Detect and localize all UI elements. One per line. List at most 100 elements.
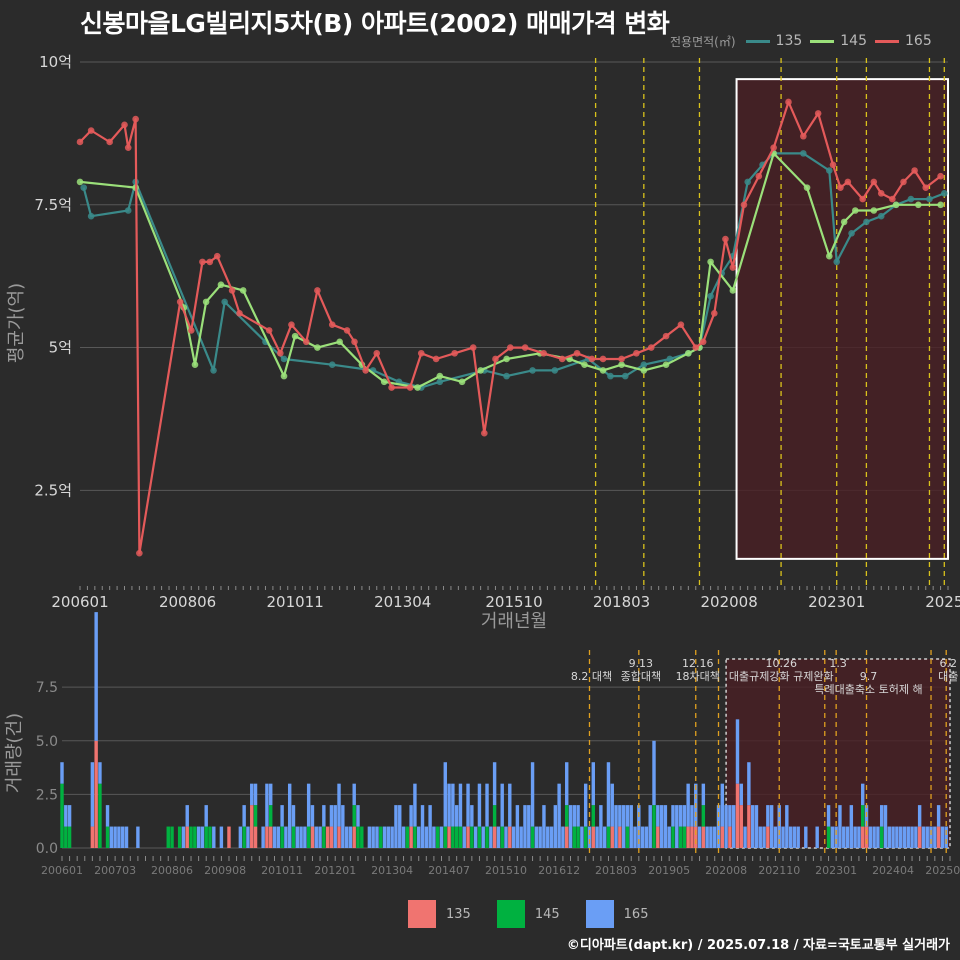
volume-bar-165 <box>709 826 713 848</box>
volume-bar-165 <box>515 805 520 848</box>
volume-bar-145 <box>678 826 683 848</box>
volume-bar-165 <box>781 826 785 848</box>
series-165-point <box>132 115 139 123</box>
volume-bar-165 <box>861 783 865 806</box>
legend-swatch-145 <box>810 39 835 43</box>
volume-bar-165 <box>724 805 728 848</box>
volume-bar-165 <box>322 805 326 827</box>
volume-x-tick-label: 200601 <box>41 864 83 877</box>
price-y-tick-label: 2.5억 <box>34 481 72 499</box>
volume-bar-165 <box>728 805 732 827</box>
volume-bar-165 <box>204 805 208 827</box>
volume-bar-165 <box>443 762 447 827</box>
volume-policy-label: 18차대책 <box>676 670 720 683</box>
price-x-tick-label: 202008 <box>701 593 758 611</box>
volume-bar-165 <box>333 805 337 848</box>
series-135-point <box>940 190 948 197</box>
series-165-point <box>740 201 748 209</box>
volume-bar-135 <box>618 826 622 848</box>
series-135-point <box>124 207 132 214</box>
volume-bar-145 <box>413 826 417 848</box>
price-y-axis-title: 평균가(억) <box>6 283 27 363</box>
series-165-point <box>870 178 878 186</box>
volume-bar-165 <box>250 783 254 806</box>
volume-bar-145 <box>500 826 504 848</box>
series-165-point <box>469 344 477 351</box>
volume-bar-165 <box>492 762 497 806</box>
series-165-point <box>599 355 607 363</box>
volume-bar-165 <box>572 805 577 827</box>
series-165-point <box>588 355 596 363</box>
volume-bar-165 <box>640 826 645 848</box>
volume-bar-165 <box>735 719 740 784</box>
bar-legend-item-135: 135 <box>408 900 471 928</box>
volume-bar-165 <box>462 826 466 848</box>
series-165-point <box>540 349 547 357</box>
volume-bar-165 <box>929 826 933 848</box>
series-135-point <box>666 355 674 363</box>
volume-bar-135 <box>269 826 273 848</box>
volume-x-tick-label: 202301 <box>815 864 857 877</box>
price-highlight-region <box>735 78 949 560</box>
series-165-point <box>837 184 844 191</box>
volume-bar-165 <box>261 826 265 848</box>
volume-bar-135 <box>694 826 698 848</box>
series-165-point <box>937 172 944 180</box>
price-x-tick-label: 201304 <box>374 593 431 611</box>
volume-bar-135 <box>747 805 751 848</box>
volume-bar-165 <box>872 826 876 848</box>
volume-bar-165 <box>530 762 535 827</box>
series-145-point <box>707 258 714 266</box>
volume-bar-165 <box>352 783 356 806</box>
series-165-point <box>633 349 640 357</box>
volume-bar-165 <box>747 762 751 806</box>
series-165-point <box>176 298 184 306</box>
series-165-point <box>829 161 837 169</box>
volume-bar-145 <box>451 826 455 848</box>
price-x-tick-label: 202301 <box>808 593 865 611</box>
volume-bar-165 <box>625 805 630 827</box>
volume-bar-135 <box>739 805 743 848</box>
volume-bar-145 <box>435 826 440 848</box>
series-135-point <box>640 361 648 368</box>
series-145-point <box>76 178 84 186</box>
volume-x-tick-label: 200703 <box>94 864 136 877</box>
volume-bar-165 <box>621 805 626 848</box>
series-145-point <box>436 372 444 380</box>
volume-bar-165 <box>473 826 478 848</box>
volume-policy-label: 8.2 대책 <box>571 670 612 683</box>
volume-bar-165 <box>337 783 341 827</box>
volume-bar-135 <box>720 826 725 848</box>
volume-bar-145 <box>443 826 447 848</box>
series-165-point <box>236 309 243 317</box>
volume-bar-165 <box>940 826 945 848</box>
volume-bar-165 <box>849 805 854 848</box>
series-135-point <box>210 367 217 374</box>
volume-bar-165 <box>857 826 861 848</box>
volume-bar-145 <box>477 826 482 848</box>
volume-bar-145 <box>242 826 246 848</box>
volume-bar-165 <box>731 805 736 848</box>
volume-bar-165 <box>94 612 98 741</box>
volume-bar-165 <box>868 826 873 848</box>
series-145-point <box>892 201 900 209</box>
volume-bar-165 <box>196 826 201 848</box>
volume-bar-165 <box>181 826 186 848</box>
volume-bar-165 <box>838 805 842 848</box>
series-145-point <box>191 361 199 368</box>
series-135-point <box>551 367 559 374</box>
volume-bar-165 <box>637 805 641 848</box>
series-145-point <box>477 367 484 374</box>
volume-bar-145 <box>591 805 595 827</box>
series-165-point <box>814 110 822 117</box>
series-165-point <box>136 549 143 557</box>
volume-legend: 135 145 165 <box>408 900 674 928</box>
volume-bar-165 <box>546 826 550 848</box>
volume-policy-label: 10.26 <box>765 657 797 670</box>
volume-bar-165 <box>678 805 683 827</box>
series-145-point <box>851 207 859 214</box>
volume-bar-145 <box>485 826 489 848</box>
price-y-tick-label: 5억 <box>49 339 72 357</box>
volume-bar-165 <box>511 826 516 848</box>
volume-bar-165 <box>910 826 914 848</box>
